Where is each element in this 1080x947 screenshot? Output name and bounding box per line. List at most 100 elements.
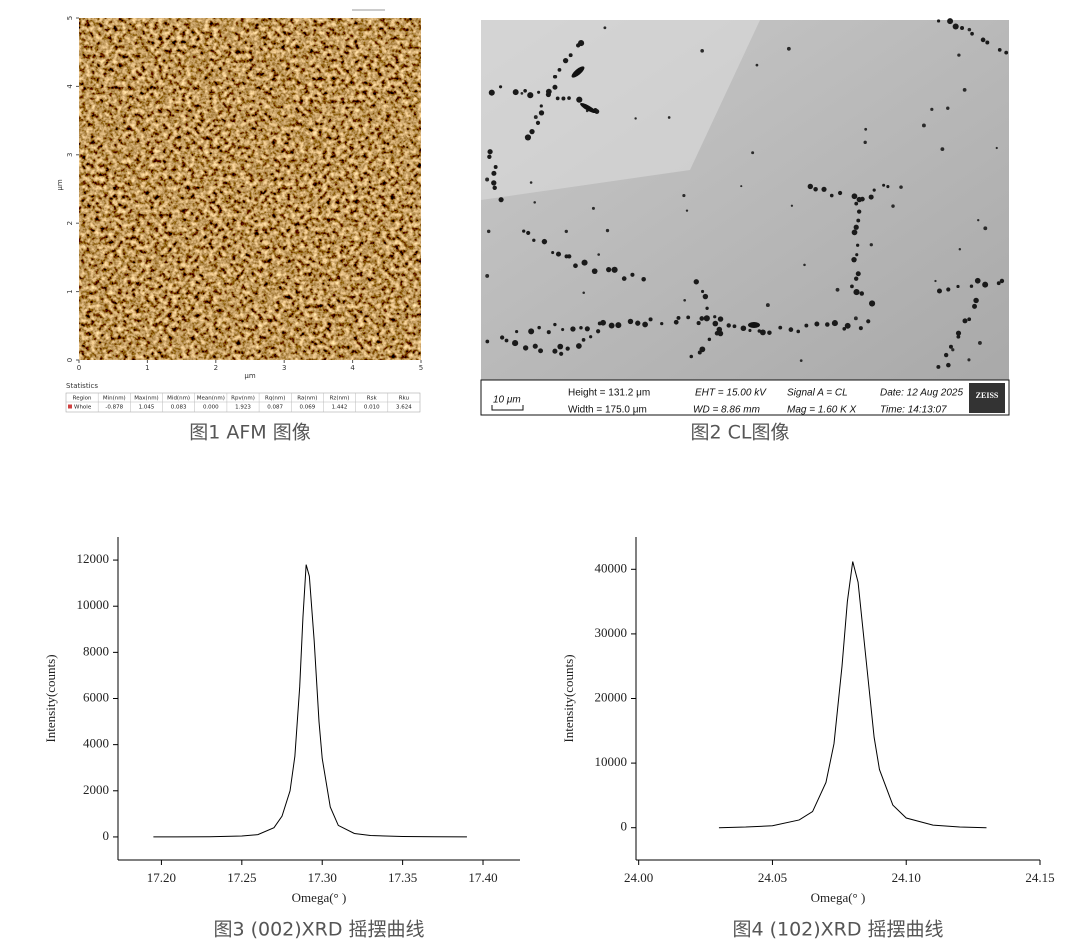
cl-dot: [561, 327, 565, 332]
cl-dot: [803, 263, 806, 267]
cl-dot: [568, 53, 573, 58]
cl-dot: [591, 268, 598, 275]
cl-dot: [552, 348, 558, 354]
cl-dot: [546, 330, 551, 335]
cl-dot: [561, 96, 566, 101]
cl-dot: [700, 49, 704, 53]
cl-dot: [487, 154, 492, 159]
cl-dot: [851, 256, 857, 263]
cl-dot: [973, 297, 979, 304]
x-tick-label: 17.20: [147, 870, 176, 885]
cl-dot: [533, 115, 538, 120]
cl-dot: [571, 66, 585, 78]
cl-logo: ZEISS: [976, 391, 999, 400]
cl-dot: [936, 288, 942, 294]
cl-dot: [597, 253, 601, 256]
cl-dot: [584, 326, 590, 332]
cl-dot: [856, 243, 860, 247]
cl-dot: [855, 271, 861, 277]
cl-dot: [970, 31, 974, 36]
cl-dot: [527, 92, 534, 99]
cl-dot: [487, 149, 493, 155]
cl-dot: [532, 343, 538, 349]
cl-dot: [689, 354, 694, 359]
stats-table: Region Min(nm) Max(nm) Mid(nm) Mean(nm) Rpv(n…: [65, 392, 421, 413]
cl-dot: [528, 328, 535, 335]
cl-dot: [529, 181, 533, 184]
cl-dot: [589, 335, 593, 339]
cl-dot: [523, 88, 527, 93]
cl-dot: [557, 67, 562, 72]
stats-header: Ra(nm): [297, 396, 317, 402]
cl-dot: [962, 87, 967, 92]
cl-dot: [699, 316, 705, 321]
cl-dot: [858, 326, 863, 331]
cl-wd: WD = 8.86 mm: [693, 405, 760, 416]
afm-x-tick-label: 1: [145, 364, 149, 372]
cl-dot: [854, 276, 859, 281]
x-tick-label: 24.05: [758, 870, 787, 885]
cl-dot: [960, 26, 965, 31]
x-axis-label: Omega(° ): [811, 890, 866, 905]
x-tick-label: 17.30: [308, 870, 337, 885]
cl-dot: [967, 317, 972, 322]
cl-dot: [576, 96, 583, 103]
cl-dot: [863, 140, 867, 145]
cl-dot: [491, 170, 497, 176]
afm-x-tick-label: 2: [214, 364, 218, 372]
stats-cell: -0.878: [105, 405, 123, 411]
cl-dot: [952, 23, 959, 30]
cl-dot: [866, 319, 871, 324]
cl-dot: [682, 193, 686, 198]
cl-dot: [886, 185, 890, 189]
cl-dot: [600, 319, 607, 326]
afm-x-label: μm: [244, 372, 255, 380]
cl-dot: [717, 316, 724, 322]
cl-dot: [564, 229, 568, 234]
y-tick-label: 0: [103, 828, 110, 843]
stats-cell: 1.923: [235, 405, 251, 411]
cl-dot: [859, 291, 865, 296]
cl-dot: [934, 279, 937, 283]
afm-y-label: μm: [56, 179, 64, 190]
stats-cell: 0.069: [299, 405, 315, 411]
cl-dot: [485, 273, 490, 278]
cl-dot: [606, 266, 612, 273]
cl-dot: [732, 324, 737, 329]
cl-dot: [804, 323, 809, 328]
cl-dot: [573, 263, 578, 269]
cl-dot: [702, 293, 709, 300]
cl-dot: [996, 281, 1001, 286]
afm-y-tick-label: 5: [66, 16, 74, 20]
cl-dot: [921, 123, 926, 128]
cl-dot: [726, 323, 731, 328]
chart-caption: 图4 (102)XRD 摇摆曲线: [732, 919, 943, 941]
stats-cell: 0.010: [364, 405, 380, 411]
cl-dot: [576, 343, 582, 349]
cl-dot: [627, 318, 634, 325]
cl-dot: [541, 238, 548, 245]
cl-dot: [851, 193, 858, 200]
cl-dot: [864, 127, 868, 131]
cl-dot: [512, 340, 519, 347]
cl-dot: [951, 348, 955, 352]
cl-dot: [676, 315, 681, 320]
stats-cell: 1.442: [332, 405, 348, 411]
cl-dot: [570, 326, 576, 332]
cl-dot: [983, 226, 988, 231]
cl-dot: [553, 75, 558, 79]
cl-dot: [685, 209, 689, 212]
cl-dot: [748, 322, 760, 328]
cl-dot: [693, 279, 699, 285]
cl-time: Time: 14:13:07: [880, 405, 947, 416]
cl-dot: [538, 348, 544, 354]
stats-header: Rku: [399, 396, 409, 402]
cl-info-bar: [480, 379, 1010, 416]
cl-dot: [759, 329, 766, 336]
y-tick-label: 12000: [77, 551, 110, 566]
cl-dot: [532, 238, 536, 242]
cl-signal: Signal A = CL: [787, 388, 848, 399]
stats-title: Statistics: [66, 382, 98, 390]
stats-header: Rz(nm): [330, 396, 350, 402]
cl-dot: [567, 96, 571, 100]
